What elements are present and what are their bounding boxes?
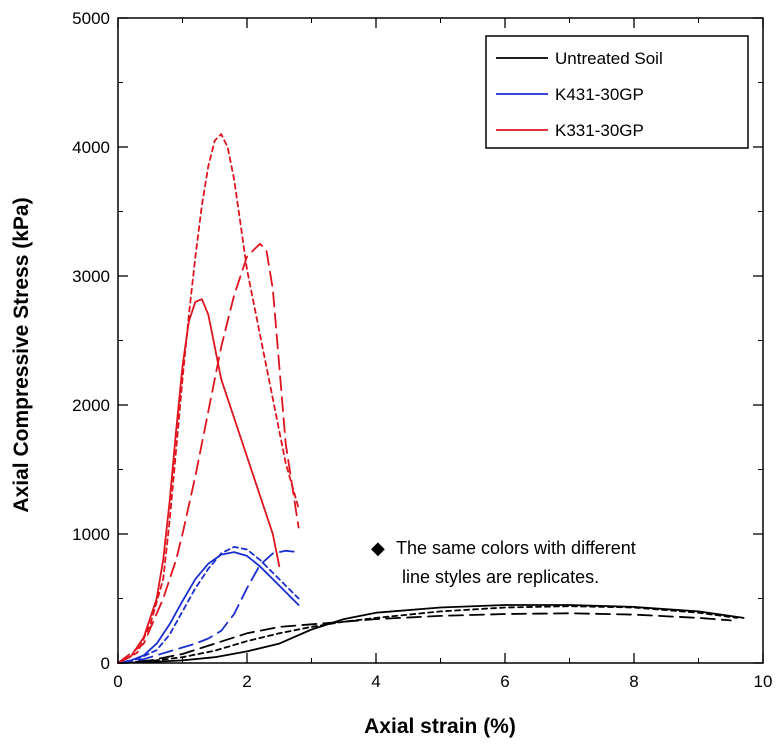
y-tick-label: 1000: [72, 525, 110, 544]
series-line-k431-30gp-solid: [117, 551, 300, 664]
series-line-k431-30gp-short-dash: [117, 546, 300, 664]
x-tick-label: 6: [500, 672, 509, 691]
legend-label-untreated: Untreated Soil: [555, 49, 663, 68]
annotation-note: ◆ The same colors with different line st…: [371, 538, 636, 587]
y-tick-label: 3000: [72, 267, 110, 286]
y-tick-label: 4000: [72, 138, 110, 157]
plot-frame: [117, 17, 764, 664]
series-line-k331-30gp-short-dash: [117, 133, 300, 664]
series-line-untreated-soil-long-dash: [117, 612, 732, 664]
y-tick-label: 5000: [72, 9, 110, 28]
y-tick-label: 2000: [72, 396, 110, 415]
legend-label-k431: K431-30GP: [555, 85, 644, 104]
y-tick-label: 0: [101, 654, 110, 673]
x-axis-title: Axial strain (%): [364, 715, 516, 738]
annotation-line-1: The same colors with different: [396, 538, 636, 558]
series-line-k431-30gp-long-dash: [117, 549, 300, 664]
x-tick-label: 2: [242, 672, 251, 691]
legend: Untreated Soil K431-30GP K331-30GP: [485, 35, 749, 149]
series-line-k331-30gp-solid: [117, 298, 281, 664]
series-line-k331-30gp-long-dash: [117, 242, 300, 664]
x-tick-label: 0: [113, 672, 122, 691]
annotation-diamond-icon: ◆: [371, 538, 385, 558]
y-axis-title: Axial Compressive Stress (kPa): [10, 197, 33, 512]
series-layer: [117, 133, 745, 664]
legend-label-k331: K331-30GP: [555, 121, 644, 140]
x-tick-label: 4: [371, 672, 380, 691]
x-tick-label: 8: [629, 672, 638, 691]
x-tick-label: 10: [754, 672, 773, 691]
annotation-line-2: line styles are replicates.: [402, 567, 599, 587]
